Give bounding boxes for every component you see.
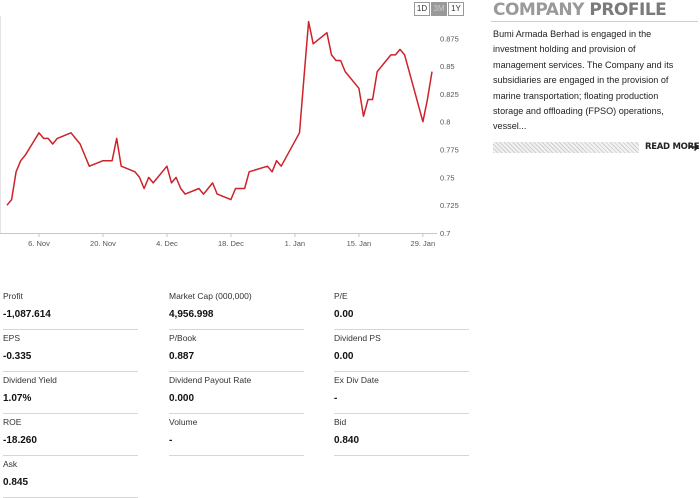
profile-heading-bold: PROFILE — [589, 0, 667, 20]
stat-divider — [3, 329, 138, 330]
stat-label: P/E — [334, 291, 348, 301]
stat-value: 0.000 — [169, 393, 195, 404]
range-tab-1d[interactable]: 1D — [414, 2, 430, 16]
stat-label: Volume — [169, 417, 198, 427]
range-tab-3m[interactable]: 3M — [431, 2, 447, 16]
stat-divider — [334, 455, 469, 456]
stat-market-cap: Market Cap (000,000) 4,956.998 — [169, 290, 304, 330]
range-tab-1y[interactable]: 1Y — [448, 2, 464, 16]
stat-ask: Ask 0.845 — [3, 458, 138, 498]
profile-heading: COMPANY PROFILE — [493, 0, 693, 20]
stat-value: 0.00 — [334, 309, 354, 320]
read-more-link[interactable]: READ MORE — [645, 142, 700, 152]
y-tick-label: 0.725 — [440, 201, 459, 210]
stat-label: Market Cap (000,000) — [169, 291, 252, 301]
stat-divider — [3, 455, 138, 456]
hatch-bar — [493, 142, 639, 153]
x-tick-label: 4. Dec — [156, 239, 178, 248]
stat-value: 0.887 — [169, 351, 195, 362]
stat-label: EPS — [3, 333, 21, 343]
profile-divider — [491, 21, 698, 22]
stat-label: Dividend PS — [334, 333, 381, 343]
stat-value: 0.840 — [334, 435, 360, 446]
stat-value: 0.845 — [3, 477, 29, 488]
stat-label: Bid — [334, 417, 347, 427]
stat-value: -18.260 — [3, 435, 37, 446]
profile-heading-light: COMPANY — [493, 0, 584, 20]
y-tick-label: 0.825 — [440, 90, 459, 99]
profile-description: Bumi Armada Berhad is engaged in the inv… — [493, 29, 674, 132]
stat-label: Ex Div Date — [334, 375, 379, 385]
stat-label: Profit — [3, 291, 23, 301]
x-tick-label: 15. Jan — [347, 239, 372, 248]
y-tick-label: 0.7 — [440, 229, 450, 238]
y-tick-label: 0.875 — [440, 34, 459, 43]
stat-divider — [169, 329, 304, 330]
company-profile: COMPANY PROFILE Bumi Armada Berhad is en… — [491, 0, 700, 153]
stat-divider — [169, 413, 304, 414]
stat-label: P/Book — [169, 333, 197, 343]
range-tabs: 1D 3M 1Y — [414, 2, 464, 16]
stat-value: 4,956.998 — [169, 309, 214, 320]
stat-divider — [334, 371, 469, 372]
x-tick-label: 20. Nov — [90, 239, 116, 248]
stat-label: Dividend Payout Rate — [169, 375, 252, 385]
y-tick-label: 0.775 — [440, 146, 459, 155]
stat-label: Ask — [3, 459, 18, 469]
stat-eps: EPS -0.335 — [3, 332, 138, 372]
y-tick-label: 0.75 — [440, 173, 455, 182]
stat-divider — [3, 413, 138, 414]
stat-label: Dividend Yield — [3, 375, 57, 385]
stat-value: 1.07% — [3, 393, 32, 404]
stat-value: -0.335 — [3, 351, 32, 362]
x-tick-label: 6. Nov — [28, 239, 50, 248]
price-chart: 6. Nov 20. Nov 4. Dec 18. Dec 1. Jan 15. Jan 2… — [0, 16, 459, 248]
read-more-row: READ MORE — [493, 140, 700, 154]
stat-pe: P/E 0.00 — [334, 290, 469, 330]
y-tick-label: 0.85 — [440, 62, 455, 71]
y-tick-label: 0.8 — [440, 118, 450, 127]
price-line — [6, 20, 433, 206]
price-chart-container: 6. Nov 20. Nov 4. Dec 18. Dec 1. Jan 15. Jan 2… — [0, 16, 485, 252]
stat-dividend-yield: Dividend Yield 1.07% — [3, 374, 138, 414]
x-tick-label: 29. Jan — [411, 239, 436, 248]
stat-divider — [334, 329, 469, 330]
stat-divider — [3, 371, 138, 372]
x-tick-label: 1. Jan — [285, 239, 305, 248]
stat-value: - — [169, 435, 173, 446]
x-tick-label: 18. Dec — [218, 239, 244, 248]
stat-value: -1,087.614 — [3, 309, 51, 320]
stat-dividend-payout-rate: Dividend Payout Rate 0.000 — [169, 374, 304, 414]
stat-p-book: P/Book 0.887 — [169, 332, 304, 372]
stat-volume: Volume - — [169, 416, 304, 456]
stat-divider — [169, 371, 304, 372]
stat-dividend-ps: Dividend PS 0.00 — [334, 332, 469, 372]
stat-profit: Profit -1,087.614 — [3, 290, 138, 330]
stat-bid: Bid 0.840 — [334, 416, 469, 456]
stat-roe: ROE -18.260 — [3, 416, 138, 456]
stat-value: - — [334, 393, 338, 404]
stat-ex-div-date: Ex Div Date - — [334, 374, 469, 414]
stat-divider — [169, 455, 304, 456]
stat-label: ROE — [3, 417, 22, 427]
arrow-right-icon[interactable] — [688, 141, 700, 153]
stat-value: 0.00 — [334, 351, 354, 362]
stat-divider — [334, 413, 469, 414]
